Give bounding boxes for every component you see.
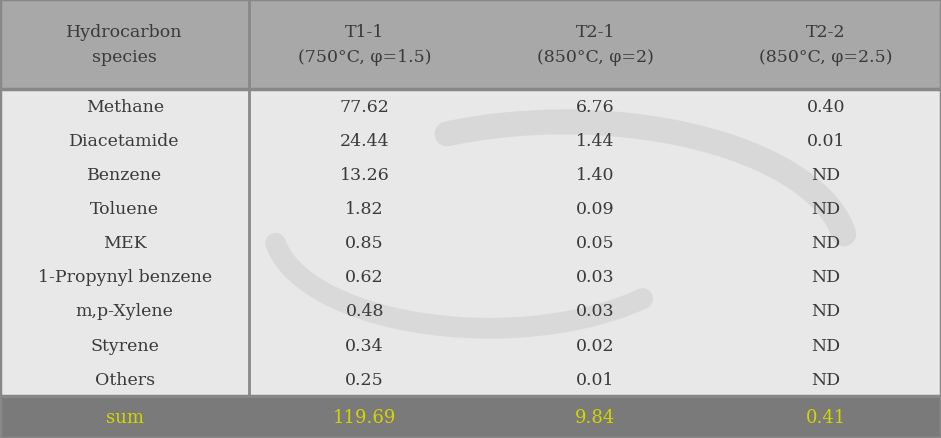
Text: 0.41: 0.41 [805, 408, 846, 426]
Text: 0.03: 0.03 [576, 268, 614, 286]
Text: 119.69: 119.69 [333, 408, 396, 426]
Text: 0.02: 0.02 [576, 337, 614, 354]
Bar [0, 396, 941, 438]
Text: ND: ND [811, 268, 840, 286]
Text: Styrene: Styrene [90, 337, 159, 354]
Text: 0.40: 0.40 [806, 99, 845, 115]
Text: 6.76: 6.76 [576, 99, 614, 115]
Text: T1-1
(750°C, φ=1.5): T1-1 (750°C, φ=1.5) [298, 24, 431, 66]
Text: 1-Propynyl benzene: 1-Propynyl benzene [38, 268, 212, 286]
Text: ND: ND [811, 303, 840, 320]
Text: ND: ND [811, 371, 840, 388]
Text: 0.03: 0.03 [576, 303, 614, 320]
Bar [0, 0, 941, 90]
Text: MEK: MEK [103, 235, 147, 251]
Text: ND: ND [811, 337, 840, 354]
Text: 0.09: 0.09 [576, 201, 614, 218]
Text: sum: sum [105, 408, 144, 426]
Text: Methane: Methane [86, 99, 164, 115]
Text: 0.34: 0.34 [345, 337, 384, 354]
Text: ND: ND [811, 201, 840, 218]
Text: 0.48: 0.48 [345, 303, 384, 320]
Text: 9.84: 9.84 [575, 408, 615, 426]
Text: 0.01: 0.01 [806, 132, 845, 149]
Text: T2-2
(850°C, φ=2.5): T2-2 (850°C, φ=2.5) [759, 24, 892, 66]
Text: Others: Others [95, 371, 154, 388]
Text: 1.44: 1.44 [576, 132, 614, 149]
Text: 0.01: 0.01 [576, 371, 614, 388]
Text: 1.82: 1.82 [345, 201, 384, 218]
Text: Toluene: Toluene [90, 201, 159, 218]
Text: ND: ND [811, 235, 840, 251]
Text: 0.05: 0.05 [576, 235, 614, 251]
Text: 24.44: 24.44 [340, 132, 390, 149]
Text: 0.62: 0.62 [345, 268, 384, 286]
Text: ND: ND [811, 166, 840, 184]
Text: Hydrocarbon
species: Hydrocarbon species [67, 24, 183, 66]
Text: m,p-Xylene: m,p-Xylene [75, 303, 174, 320]
Text: 0.25: 0.25 [345, 371, 384, 388]
Text: 77.62: 77.62 [340, 99, 390, 115]
Text: 1.40: 1.40 [576, 166, 614, 184]
Text: 13.26: 13.26 [340, 166, 390, 184]
Text: 0.85: 0.85 [345, 235, 384, 251]
Text: Diacetamide: Diacetamide [70, 132, 180, 149]
Text: T2-1
(850°C, φ=2): T2-1 (850°C, φ=2) [536, 24, 654, 66]
Text: Benzene: Benzene [88, 166, 162, 184]
